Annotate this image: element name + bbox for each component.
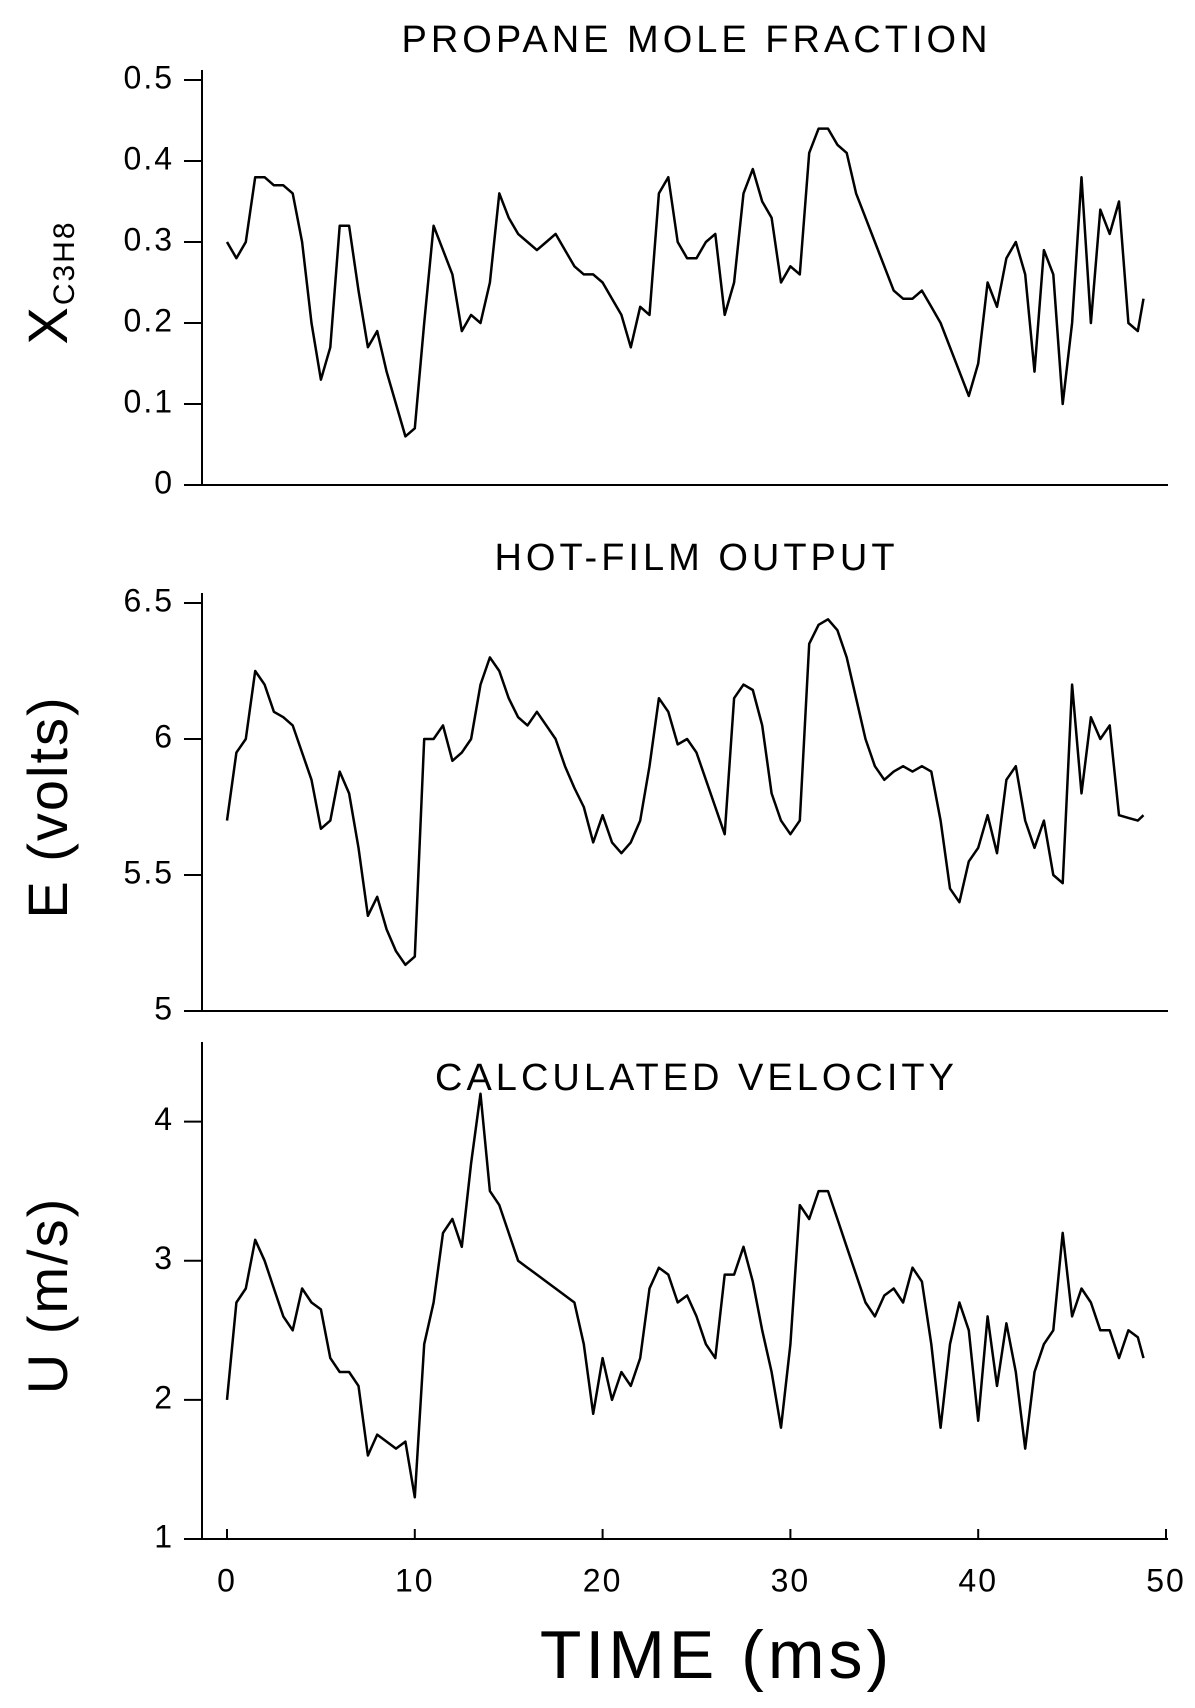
y-axis-label-main: E (volts) [16, 695, 79, 918]
y-tick-label: 2 [154, 1379, 174, 1415]
y-tick-label: 0.3 [124, 221, 174, 257]
data-line [225, 618, 1145, 967]
data-line [225, 127, 1145, 438]
x-tick-label: 0 [217, 1562, 237, 1598]
y-tick-label: 0.5 [124, 59, 174, 95]
y-tick-label: 3 [154, 1240, 174, 1276]
x-tick-label: 10 [395, 1562, 435, 1598]
chart-title: HOT-FILM OUTPUT [494, 537, 898, 579]
y-tick-label: 6 [154, 718, 174, 754]
x-tick-label: 40 [958, 1562, 998, 1598]
y-tick-label: 5.5 [124, 854, 174, 890]
x-axis-label: TIME (ms) [540, 1617, 893, 1693]
y-tick-label: 1 [154, 1518, 174, 1554]
data-line [225, 1092, 1145, 1499]
y-axis-label: U (m/s) [16, 1197, 79, 1395]
y-axis-label-subscript: C3H8 [48, 220, 81, 305]
y-tick-label: 0.4 [124, 140, 174, 176]
y-tick-label: 5 [154, 990, 174, 1026]
y-tick-label: 6.5 [124, 582, 174, 618]
y-axis-label: XC3H8 [16, 220, 81, 344]
x-tick-label: 30 [771, 1562, 811, 1598]
y-tick-label: 0.2 [124, 302, 174, 338]
x-tick-label: 50 [1146, 1562, 1186, 1598]
y-axis-label: E (volts) [16, 695, 79, 918]
y-axis-label-main: X [16, 305, 79, 344]
y-tick-label: 4 [154, 1101, 174, 1137]
chart-title: PROPANE MOLE FRACTION [401, 19, 991, 61]
chart-title: CALCULATED VELOCITY [435, 1057, 958, 1099]
y-tick-label: 0 [154, 464, 174, 500]
y-axis-label-main: U (m/s) [16, 1197, 79, 1395]
x-tick-label: 20 [583, 1562, 623, 1598]
y-tick-label: 0.1 [124, 383, 174, 419]
